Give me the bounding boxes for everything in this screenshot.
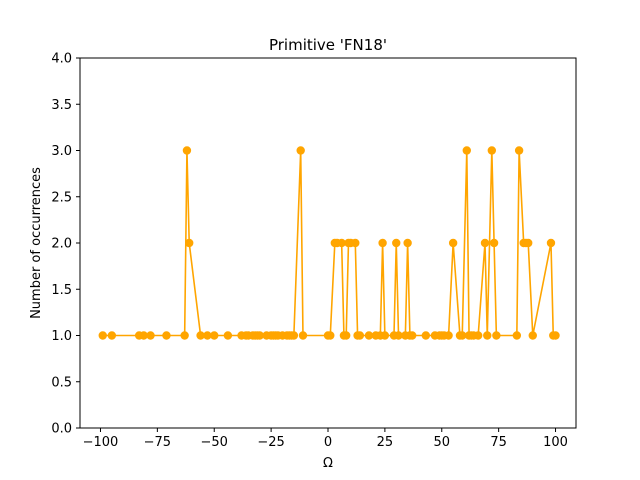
data-point [473, 331, 483, 340]
x-tick-label: 50 [433, 435, 450, 450]
y-tick-label: 4.0 [51, 52, 72, 67]
x-tick-label: −25 [257, 435, 284, 450]
data-point [546, 238, 556, 248]
y-tick-label: 0.5 [51, 375, 72, 390]
data-point [185, 238, 194, 248]
data-point [394, 331, 403, 340]
y-tick-label: 1.5 [51, 283, 72, 298]
y-tick-label: 3.0 [51, 144, 72, 159]
data-point [528, 331, 537, 340]
x-axis-label: Ω [323, 456, 333, 471]
data-point [289, 331, 299, 340]
axes-frame [79, 57, 577, 429]
data-point [407, 331, 417, 340]
y-tick-label: 2.5 [51, 190, 72, 205]
x-tick-label: 0 [324, 435, 332, 450]
data-point [326, 331, 335, 340]
data-point [551, 331, 560, 340]
y-tick-label: 0.0 [51, 422, 72, 437]
data-point [489, 238, 499, 248]
data-point [462, 146, 471, 155]
x-axis: −100 −75 −50 −25 0 25 50 75 100 [83, 428, 568, 450]
data-point [98, 331, 107, 340]
data-point [107, 331, 117, 340]
data-point [380, 331, 390, 340]
y-tick-label: 3.5 [51, 98, 72, 113]
x-tick-label: −50 [201, 435, 228, 450]
data-point [210, 331, 219, 340]
chart-title: Primitive 'FN18' [269, 36, 387, 54]
data-point [196, 331, 205, 340]
data-point [514, 146, 524, 155]
data-point [182, 146, 192, 155]
data-point [458, 331, 467, 340]
data-point [483, 331, 492, 340]
data-point [203, 331, 212, 340]
data-point [480, 238, 490, 248]
data-point [255, 331, 264, 340]
x-tick-label: 25 [377, 435, 394, 450]
data-point [298, 331, 308, 340]
data-point [524, 238, 533, 248]
data-point [296, 146, 305, 155]
data-point [392, 238, 401, 248]
data-point [351, 238, 360, 248]
data-point [223, 331, 233, 340]
y-axis-label: Number of occurrences [29, 167, 44, 319]
data-point [146, 331, 155, 340]
data-point [403, 238, 412, 248]
data-point [487, 146, 497, 155]
y-tick-label: 1.0 [51, 329, 72, 344]
plot-area [98, 146, 560, 340]
data-point [512, 331, 522, 340]
y-axis: 0.0 0.5 1.0 1.5 2.0 2.5 3.0 3.5 4.0 [51, 52, 80, 437]
data-point [162, 331, 171, 340]
data-point [337, 238, 346, 248]
data-point [139, 331, 148, 340]
data-point [421, 331, 431, 340]
x-tick-label: −100 [83, 435, 119, 450]
y-tick-label: 2.0 [51, 237, 72, 252]
x-tick-label: 75 [490, 435, 507, 450]
x-tick-label: −75 [144, 435, 171, 450]
x-tick-label: 100 [543, 435, 568, 450]
data-point [444, 331, 453, 340]
data-point [492, 331, 501, 340]
data-point [448, 238, 458, 248]
data-point [355, 331, 365, 340]
data-point [180, 331, 189, 340]
data-point [378, 238, 387, 248]
data-point [342, 331, 351, 340]
data-point [364, 331, 374, 340]
